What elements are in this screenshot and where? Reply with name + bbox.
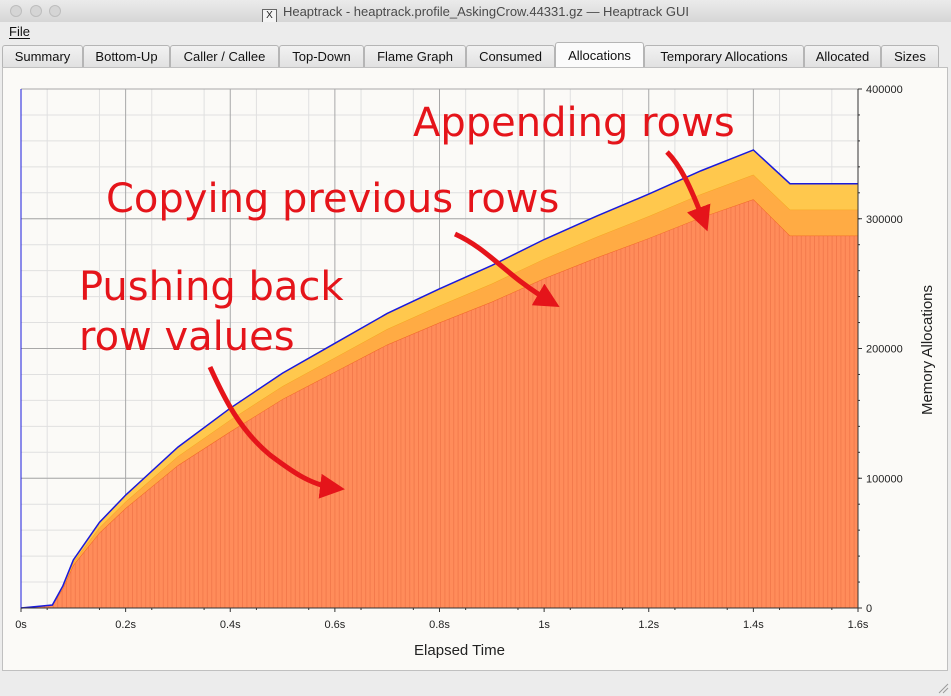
y-axis-title: Memory Allocations (919, 285, 936, 415)
y-tick-label: 300000 (866, 214, 903, 226)
x-tick-label: 0.8s (429, 619, 450, 631)
title-bar: X Heaptrack - heaptrack.profile_AskingCro… (0, 0, 951, 24)
x-tick-label: 1.4s (743, 619, 764, 631)
close-window-button[interactable] (10, 5, 22, 17)
x-tick-label: 0s (15, 619, 27, 631)
x-tick-label: 1.6s (848, 619, 869, 631)
annotation-row-values: row values (79, 314, 295, 360)
zoom-window-button[interactable] (49, 5, 61, 17)
y-tick-label: 200000 (866, 344, 903, 356)
status-bar (0, 672, 951, 696)
x-axis-title: Elapsed Time (414, 642, 505, 659)
minimize-window-button[interactable] (30, 5, 42, 17)
y-tick-label: 400000 (866, 84, 903, 96)
x-tick-label: 0.4s (220, 619, 241, 631)
y-tick-label: 100000 (866, 473, 903, 485)
x-tick-label: 0.2s (115, 619, 136, 631)
annotation-appending-rows: Appending rows (413, 100, 735, 146)
y-tick-label: 0 (866, 603, 872, 615)
series-line-2 (20, 149, 858, 609)
tab-allocations[interactable]: Allocations (555, 42, 644, 68)
x-tick-label: 1.2s (638, 619, 659, 631)
tab-bottom-up[interactable]: Bottom-Up (83, 45, 170, 67)
tab-bar: Summary Bottom-Up Caller / Callee Top-Do… (0, 42, 951, 68)
menu-bar: File (0, 22, 951, 42)
window-title-text: Heaptrack - heaptrack.profile_AskingCrow… (282, 4, 690, 19)
tab-summary[interactable]: Summary (2, 45, 83, 67)
tab-caller-callee[interactable]: Caller / Callee (170, 45, 279, 67)
tab-top-down[interactable]: Top-Down (279, 45, 364, 67)
annotations: Appending rows Copying previous rows Pus… (79, 100, 735, 499)
tab-consumed[interactable]: Consumed (466, 45, 555, 67)
stacked-areas (20, 149, 858, 609)
annotation-copying-previous-rows: Copying previous rows (106, 176, 559, 222)
menu-file[interactable]: File (9, 24, 30, 39)
tab-sizes[interactable]: Sizes (881, 45, 939, 67)
arrow-copying-previous-rows (453, 231, 560, 308)
arrow-appending-rows (665, 150, 711, 232)
tab-temporary-allocations[interactable]: Temporary Allocations (644, 45, 804, 67)
tab-flame-graph[interactable]: Flame Graph (364, 45, 466, 67)
area-series-hatch (21, 199, 858, 608)
tab-allocated[interactable]: Allocated (804, 45, 881, 67)
axes: 0s 0.2s 0.4s 0.6s 0.8s 1s 1.2s 1.4s 1.6s 0 100000 2… (15, 84, 936, 659)
area-series-1 (21, 174, 858, 608)
x-tick-label: 0.6s (324, 619, 345, 631)
annotation-pushing-back: Pushing back (79, 264, 344, 310)
x-tick-label: 1s (538, 619, 550, 631)
resize-grip-icon[interactable] (937, 682, 949, 694)
arrow-pushing-back-row-values (207, 365, 345, 499)
